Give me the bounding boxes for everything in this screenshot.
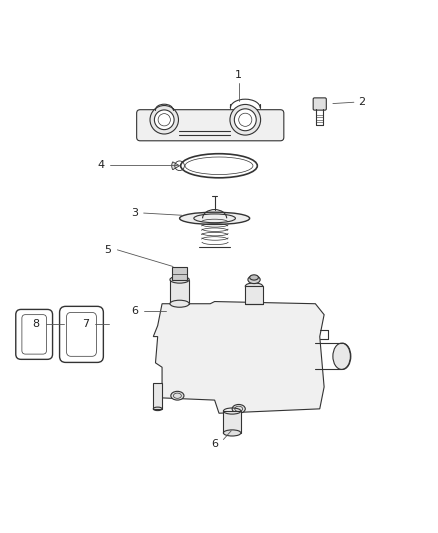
Text: 3: 3 [131,208,138,218]
Ellipse shape [248,276,260,284]
Ellipse shape [230,104,261,135]
Ellipse shape [234,109,256,131]
Bar [245,286,263,304]
Ellipse shape [223,430,241,436]
Text: 4: 4 [97,160,104,170]
Ellipse shape [150,106,179,134]
Ellipse shape [180,212,250,224]
Bar [223,411,241,433]
Text: 7: 7 [82,319,89,329]
Text: 2: 2 [358,97,365,107]
Bar [153,383,162,409]
Ellipse shape [232,405,245,413]
Ellipse shape [250,275,258,280]
Wedge shape [172,162,180,169]
Bar [170,280,189,304]
Ellipse shape [245,283,263,289]
Bar [172,268,187,280]
Ellipse shape [171,391,184,400]
Text: 6: 6 [131,306,138,316]
Ellipse shape [154,110,174,130]
Text: 5: 5 [104,245,111,255]
FancyBboxPatch shape [313,98,326,110]
FancyBboxPatch shape [137,110,284,141]
Ellipse shape [333,343,350,369]
Text: 6: 6 [211,439,218,449]
Polygon shape [153,302,324,413]
Text: 1: 1 [235,70,242,79]
Ellipse shape [170,300,189,307]
Ellipse shape [170,276,189,283]
Text: 8: 8 [32,319,39,329]
